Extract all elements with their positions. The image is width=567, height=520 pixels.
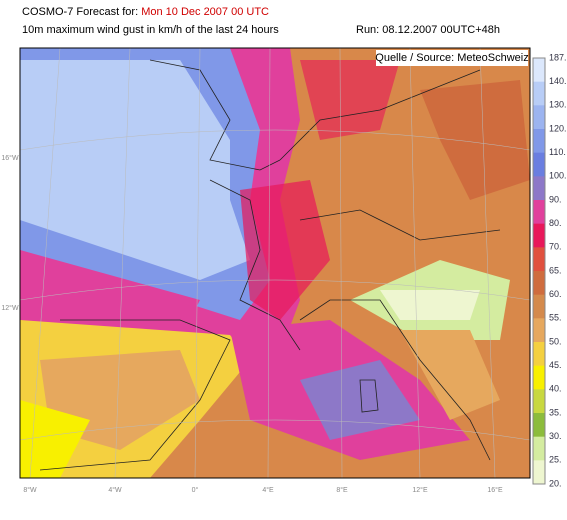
colorbar-label: 140. xyxy=(549,76,567,86)
wind-field xyxy=(20,48,530,478)
colorbar-label: 90. xyxy=(549,194,562,204)
color-band xyxy=(533,129,545,154)
color-band xyxy=(533,152,545,177)
source-label: Quelle / Source: MeteoSchweiz xyxy=(375,52,528,64)
colorbar-label: 110. xyxy=(549,147,566,157)
color-band xyxy=(533,389,545,414)
color-band xyxy=(533,81,545,106)
lon-label: 12°E xyxy=(412,486,428,494)
color-band xyxy=(533,342,545,367)
lon-label: 0° xyxy=(192,486,199,494)
title-date: Mon 10 Dec 2007 00 UTC xyxy=(141,6,269,18)
color-band xyxy=(533,58,545,83)
colorbar-label: 187. xyxy=(549,52,567,62)
color-band xyxy=(533,365,545,390)
colorbar-label: 20. xyxy=(549,478,562,488)
colorbar-label: 70. xyxy=(549,242,562,252)
colorbar-label: 50. xyxy=(549,336,562,346)
colorbar-label: 40. xyxy=(549,384,562,394)
title: COSMO-7 Forecast for: Mon 10 Dec 2007 00… xyxy=(22,6,269,18)
colorbar-label: 130. xyxy=(549,100,567,110)
lon-label: 8°E xyxy=(336,486,348,494)
title-prefix: COSMO-7 Forecast for: xyxy=(22,6,139,18)
colorbar-label: 100. xyxy=(549,171,567,181)
color-band xyxy=(533,271,545,296)
lon-label: 16°E xyxy=(487,486,503,494)
colorbar-label: 120. xyxy=(549,123,567,133)
map-frame xyxy=(19,47,531,479)
source-box xyxy=(376,50,528,66)
color-band xyxy=(533,294,545,319)
color-band xyxy=(533,200,545,225)
lat-label: 16°W xyxy=(1,154,19,162)
colorbar-label: 80. xyxy=(549,218,562,228)
lon-label: 4°W xyxy=(108,486,122,494)
colorbar-label: 30. xyxy=(549,431,562,441)
color-band xyxy=(533,436,545,461)
color-band xyxy=(533,223,545,248)
colorbar-label: 25. xyxy=(549,455,562,465)
colorbar-frame xyxy=(532,57,546,485)
run-info: Run: 08.12.2007 00UTC+48h xyxy=(356,24,501,36)
lat-label: 12°W xyxy=(1,304,19,312)
subtitle: 10m maximum wind gust in km/h of the las… xyxy=(22,24,279,36)
color-band xyxy=(533,413,545,438)
lon-label: 8°W xyxy=(23,486,37,494)
colorbar-label: 35. xyxy=(549,407,562,417)
colorbar-label: 60. xyxy=(549,289,562,299)
color-band xyxy=(533,176,545,201)
lon-label: 4°E xyxy=(262,486,274,494)
color-band xyxy=(533,460,545,485)
colorbar-label: 55. xyxy=(549,313,562,323)
color-band xyxy=(533,105,545,130)
colorbar-label: 45. xyxy=(549,360,562,370)
colorbar-label: 65. xyxy=(549,265,562,275)
color-band xyxy=(533,247,545,272)
color-band xyxy=(533,318,545,343)
